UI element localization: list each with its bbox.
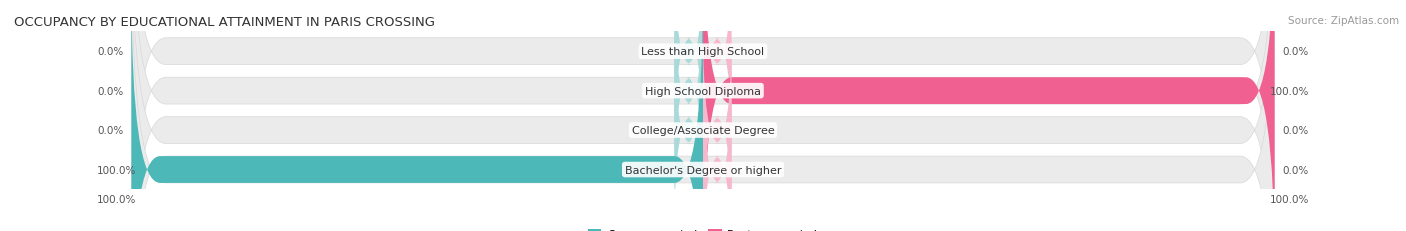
Text: 0.0%: 0.0% (97, 125, 124, 136)
Text: High School Diploma: High School Diploma (645, 86, 761, 96)
Text: Bachelor's Degree or higher: Bachelor's Degree or higher (624, 165, 782, 175)
Legend: Owner-occupied, Renter-occupied: Owner-occupied, Renter-occupied (583, 224, 823, 231)
FancyBboxPatch shape (675, 0, 703, 196)
Text: 0.0%: 0.0% (1282, 47, 1309, 57)
FancyBboxPatch shape (703, 65, 731, 231)
FancyBboxPatch shape (703, 0, 731, 156)
Text: 0.0%: 0.0% (97, 47, 124, 57)
Text: OCCUPANCY BY EDUCATIONAL ATTAINMENT IN PARIS CROSSING: OCCUPANCY BY EDUCATIONAL ATTAINMENT IN P… (14, 16, 434, 29)
FancyBboxPatch shape (675, 26, 703, 231)
Text: 0.0%: 0.0% (1282, 165, 1309, 175)
FancyBboxPatch shape (131, 0, 1275, 231)
Text: 0.0%: 0.0% (1282, 125, 1309, 136)
Text: Source: ZipAtlas.com: Source: ZipAtlas.com (1288, 16, 1399, 26)
Text: 100.0%: 100.0% (1270, 86, 1309, 96)
Text: 100.0%: 100.0% (97, 194, 136, 204)
FancyBboxPatch shape (703, 26, 731, 231)
FancyBboxPatch shape (131, 0, 1275, 231)
Text: 100.0%: 100.0% (1270, 194, 1309, 204)
FancyBboxPatch shape (131, 0, 703, 231)
Text: Less than High School: Less than High School (641, 47, 765, 57)
FancyBboxPatch shape (703, 0, 1275, 231)
Text: 0.0%: 0.0% (97, 86, 124, 96)
FancyBboxPatch shape (675, 0, 703, 156)
FancyBboxPatch shape (131, 0, 1275, 231)
Text: 100.0%: 100.0% (97, 165, 136, 175)
FancyBboxPatch shape (131, 0, 1275, 231)
Text: College/Associate Degree: College/Associate Degree (631, 125, 775, 136)
